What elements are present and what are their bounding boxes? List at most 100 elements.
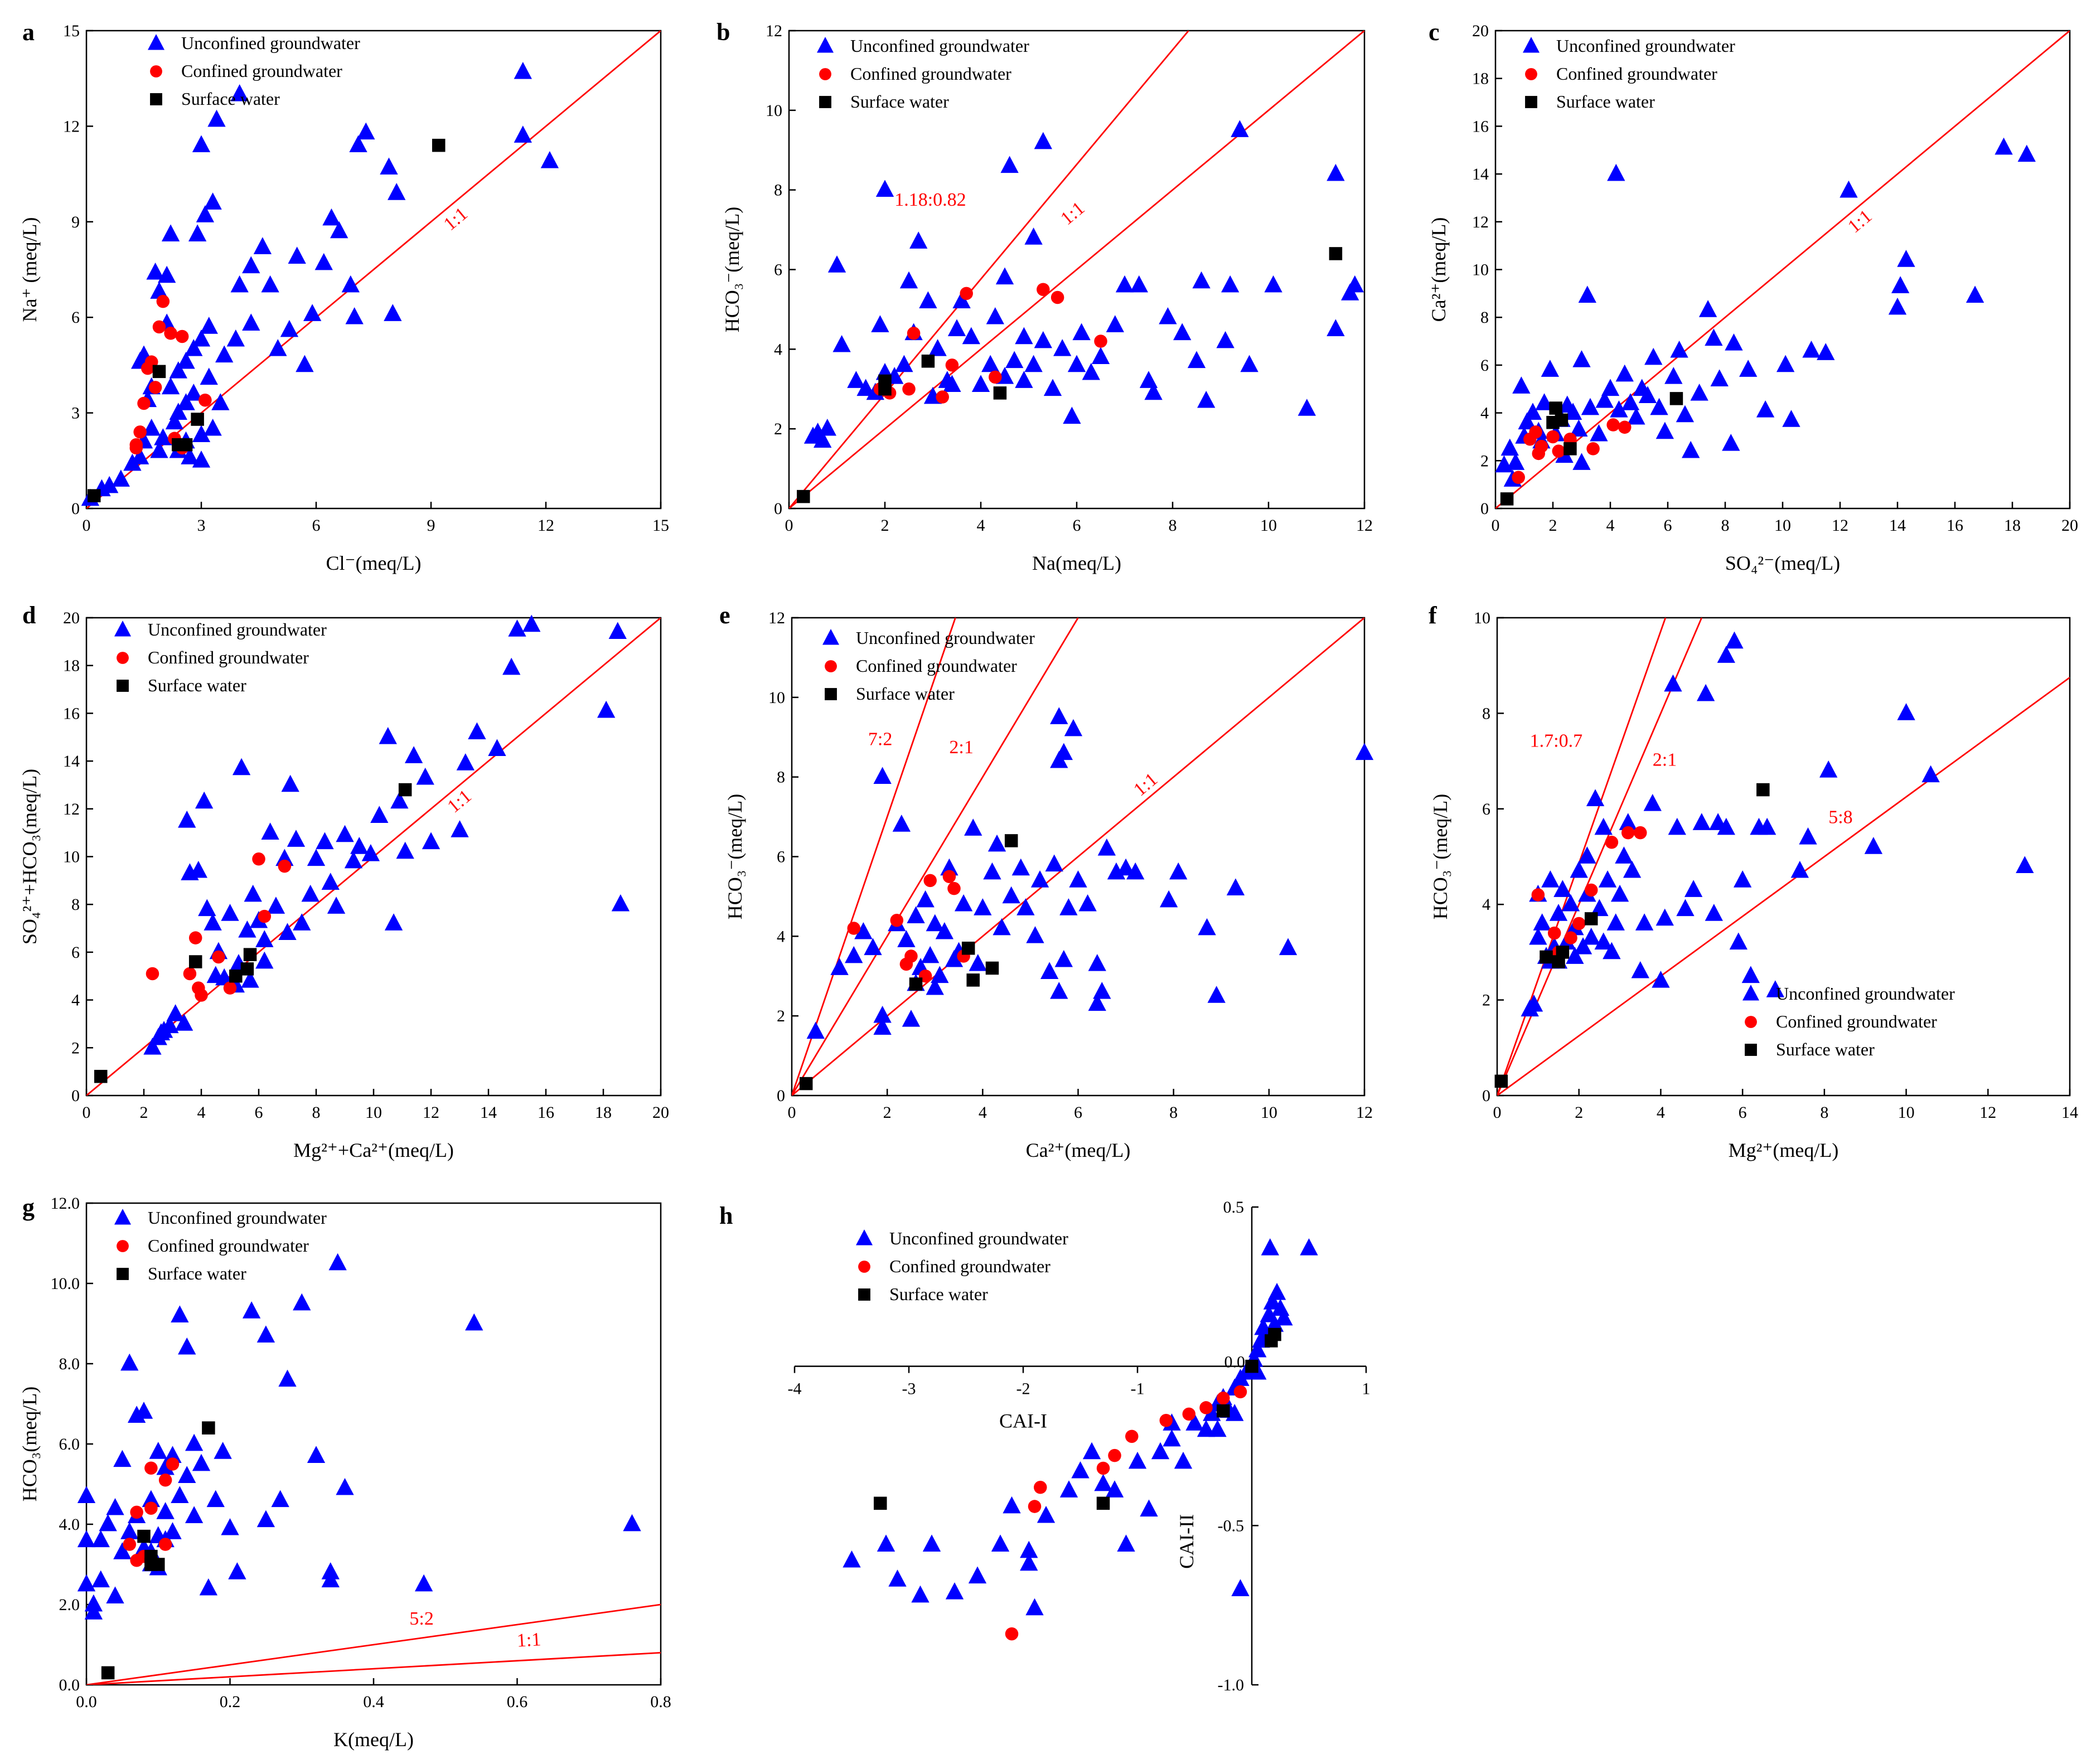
y-tick-label: 2 xyxy=(1482,991,1490,1010)
unconfined-point xyxy=(1533,913,1551,931)
x-axis-label: K(meq/L) xyxy=(333,1728,414,1751)
unconfined-point xyxy=(206,966,225,983)
x-axis-label: Cl⁻(meq/L) xyxy=(326,552,422,574)
unconfined-point xyxy=(873,767,892,784)
unconfined-point xyxy=(142,418,161,436)
unconfined-point xyxy=(1025,1598,1044,1616)
unconfined-point xyxy=(1275,1308,1293,1326)
unconfined-point xyxy=(1067,355,1086,372)
x-tick-label: 8 xyxy=(312,1103,321,1122)
confined-point xyxy=(902,382,916,396)
unconfined-point xyxy=(1298,399,1316,416)
surface-point xyxy=(191,413,204,426)
unconfined-point xyxy=(1664,674,1682,692)
surface-point xyxy=(188,955,202,968)
ratio-lines xyxy=(789,31,1364,508)
confined-point xyxy=(258,909,272,923)
y-tick-label: 6 xyxy=(1482,800,1490,818)
unconfined-point xyxy=(307,1446,326,1463)
legend-marker-unconfined xyxy=(114,1209,132,1225)
unconfined-point xyxy=(321,1570,340,1588)
y-tick-label: 18 xyxy=(1472,70,1489,88)
unconfined-point xyxy=(384,304,402,321)
unconfined-point xyxy=(84,1594,103,1612)
unconfined-point xyxy=(1064,719,1083,736)
confined-point xyxy=(252,852,265,866)
confined-point xyxy=(1512,471,1525,484)
x-tick-label: 4 xyxy=(197,1103,206,1122)
ratio-line xyxy=(1497,618,1667,1096)
unconfined-point xyxy=(255,930,274,947)
unconfined-point xyxy=(163,1522,182,1539)
x-tick-label: 4 xyxy=(1657,1103,1665,1122)
legend-marker-surface xyxy=(1745,1044,1757,1056)
y-axis-label: Ca²⁺(meq/L) xyxy=(1427,217,1450,322)
unconfined-point xyxy=(1518,412,1536,430)
x-tick-label: 0 xyxy=(788,1103,796,1122)
unconfined-point xyxy=(171,1486,189,1503)
surface-point xyxy=(152,365,166,379)
unconfined-point xyxy=(502,657,521,675)
x-tick-label: 0 xyxy=(1492,516,1500,535)
ratio-line-label: 5:2 xyxy=(409,1608,433,1629)
unconfined-point xyxy=(321,873,340,890)
unconfined-point xyxy=(928,339,947,356)
ratio-lines xyxy=(86,1603,661,1685)
confined-point xyxy=(1094,335,1107,348)
unconfined-point xyxy=(181,447,199,464)
y-tick-label: 8.0 xyxy=(59,1355,80,1373)
unconfined-point xyxy=(1327,163,1345,181)
surface-point xyxy=(799,1077,813,1091)
ratio-line xyxy=(792,618,956,1096)
unconfined-point xyxy=(1198,918,1216,936)
unconfined-point xyxy=(1151,1442,1170,1460)
confined-point xyxy=(1572,917,1586,931)
unconfined-point xyxy=(261,275,279,293)
unconfined-point xyxy=(1082,1442,1101,1460)
x-tick-label: 2 xyxy=(883,1103,892,1122)
unconfined-point xyxy=(271,1490,289,1508)
panel-letter: e xyxy=(719,602,730,629)
unconfined-point xyxy=(1621,393,1640,410)
surface-point xyxy=(101,1666,115,1680)
unconfined-point xyxy=(100,476,119,493)
unconfined-point xyxy=(931,966,949,983)
unconfined-point xyxy=(1864,837,1883,854)
legend-marker-confined xyxy=(1525,68,1537,80)
legend-label-surface: Surface water xyxy=(148,675,246,695)
unconfined-point xyxy=(1595,390,1614,408)
ratio-line-label: 2:1 xyxy=(949,737,973,758)
legend-marker-surface xyxy=(819,96,831,108)
unconfined-point xyxy=(1174,1451,1193,1469)
ratio-line-label: 1:1 xyxy=(1844,206,1876,237)
unconfined-point xyxy=(1059,1480,1078,1498)
x-tick-label: 16 xyxy=(1947,516,1963,535)
unconfined-point xyxy=(1355,743,1374,760)
y-tick-label: 8 xyxy=(1482,704,1490,723)
unconfined-point xyxy=(1819,760,1838,778)
unconfined-point xyxy=(106,1498,124,1515)
confined-point xyxy=(1159,1414,1173,1427)
confined-point xyxy=(130,1505,143,1519)
unconfined-point xyxy=(278,1369,297,1387)
y-tick-label: 9 xyxy=(71,213,80,231)
unconfined-point xyxy=(1696,684,1715,701)
unconfined-point xyxy=(1082,362,1100,380)
surface-point xyxy=(432,138,446,152)
confined-point xyxy=(942,870,956,883)
unconfined-point xyxy=(1698,300,1717,317)
data-points xyxy=(797,120,1364,503)
origin-tick-label: 0.0 xyxy=(1224,1353,1246,1372)
unconfined-point xyxy=(1016,898,1035,915)
unconfined-point xyxy=(166,1004,185,1021)
unconfined-point xyxy=(907,906,925,923)
unconfined-point xyxy=(200,317,218,334)
unconfined-point xyxy=(1072,323,1091,341)
unconfined-point xyxy=(1026,926,1044,943)
unconfined-point xyxy=(847,371,865,388)
unconfined-point xyxy=(280,319,299,337)
confined-point xyxy=(1552,444,1566,458)
unconfined-point xyxy=(1024,355,1043,372)
legend-label-surface: Surface water xyxy=(1556,91,1655,112)
